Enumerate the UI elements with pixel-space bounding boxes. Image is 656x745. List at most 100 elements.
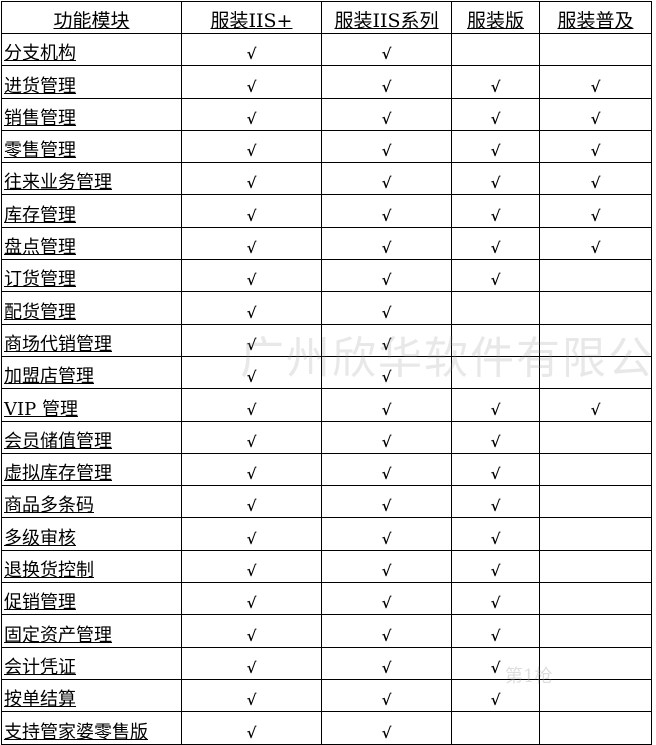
check-mark-icon: √ [451,678,540,713]
empty-cell [451,323,540,357]
feature-name: 固定资产管理 [1,614,182,648]
check-mark-icon: √ [321,582,452,616]
check-mark-icon: √ [181,549,322,584]
check-mark-icon: √ [181,646,322,680]
table-row: 商品多条码 √ √ √ [1,485,652,519]
check-mark-icon: √ [321,420,452,454]
header-apparel-edition: 服装版 [451,1,540,34]
header-feature-module: 功能模块 [1,1,182,34]
table-row: 分支机构 √ √ [1,32,652,67]
header-iis-series: 服装IIS系列 [321,1,452,34]
table-row: 支持管家婆零售版 √ √ [1,711,652,745]
empty-cell [539,646,652,680]
check-mark-icon: √ [321,517,452,551]
check-mark-icon: √ [321,32,452,67]
feature-name: 进货管理 [1,65,182,99]
check-mark-icon: √ [181,65,322,99]
check-mark-icon: √ [321,614,452,648]
table-row: 库存管理 √ √ √ √ [1,194,652,228]
feature-name: 销售管理 [1,97,182,131]
check-mark-icon: √ [451,646,540,680]
table-row: 往来业务管理 √ √ √ √ [1,162,652,196]
check-mark-icon: √ [539,65,652,99]
check-mark-icon: √ [451,65,540,99]
check-mark-icon: √ [181,162,322,196]
feature-name: 往来业务管理 [1,162,182,196]
check-mark-icon: √ [181,291,322,325]
empty-cell [539,485,652,519]
feature-name: 分支机构 [1,32,182,67]
check-mark-icon: √ [321,355,452,390]
table-row: 退换货控制 √ √ √ [1,549,652,584]
check-mark-icon: √ [321,485,452,519]
feature-name: 退换货控制 [1,549,182,584]
table-row: 进货管理 √ √ √ √ [1,65,652,99]
check-mark-icon: √ [181,323,322,357]
table-row: 订货管理 √ √ √ [1,259,652,293]
feature-name: VIP 管理 [1,388,182,422]
check-mark-icon: √ [181,420,322,454]
check-mark-icon: √ [451,614,540,648]
empty-cell [539,614,652,648]
check-mark-icon: √ [321,291,452,325]
check-mark-icon: √ [321,711,452,745]
header-apparel-basic: 服装普及 [539,1,652,34]
feature-name: 零售管理 [1,129,182,164]
feature-name: 多级审核 [1,517,182,551]
table-row: 虚拟库存管理 √ √ √ [1,452,652,487]
feature-name: 盘点管理 [1,226,182,261]
feature-name: 加盟店管理 [1,355,182,390]
check-mark-icon: √ [181,678,322,713]
table-row: 会员储值管理 √ √ √ [1,420,652,454]
check-mark-icon: √ [451,259,540,293]
check-mark-icon: √ [321,549,452,584]
check-mark-icon: √ [181,259,322,293]
check-mark-icon: √ [321,678,452,713]
check-mark-icon: √ [321,452,452,487]
check-mark-icon: √ [321,162,452,196]
check-mark-icon: √ [539,97,652,131]
feature-name: 商品多条码 [1,485,182,519]
check-mark-icon: √ [181,129,322,164]
check-mark-icon: √ [181,388,322,422]
table-row: 多级审核 √ √ √ [1,517,652,551]
feature-name: 支持管家婆零售版 [1,711,182,745]
check-mark-icon: √ [321,388,452,422]
check-mark-icon: √ [321,129,452,164]
check-mark-icon: √ [181,355,322,390]
empty-cell [451,711,540,745]
check-mark-icon: √ [451,517,540,551]
feature-name: 商场代销管理 [1,323,182,357]
check-mark-icon: √ [451,582,540,616]
table-row: VIP 管理 √ √ √ √ [1,388,652,422]
check-mark-icon: √ [451,226,540,261]
header-iis-plus: 服装IIS+ [181,1,322,34]
empty-cell [539,549,652,584]
check-mark-icon: √ [451,388,540,422]
feature-name: 促销管理 [1,582,182,616]
check-mark-icon: √ [181,226,322,261]
empty-cell [539,355,652,390]
check-mark-icon: √ [539,226,652,261]
check-mark-icon: √ [451,162,540,196]
check-mark-icon: √ [451,194,540,228]
empty-cell [539,582,652,616]
feature-name: 订货管理 [1,259,182,293]
table-row: 配货管理 √ √ [1,291,652,325]
check-mark-icon: √ [321,646,452,680]
empty-cell [539,32,652,67]
check-mark-icon: √ [181,194,322,228]
feature-name: 会员储值管理 [1,420,182,454]
check-mark-icon: √ [539,129,652,164]
feature-name: 按单结算 [1,678,182,713]
check-mark-icon: √ [181,32,322,67]
table-row: 零售管理 √ √ √ √ [1,129,652,164]
check-mark-icon: √ [451,97,540,131]
empty-cell [539,259,652,293]
check-mark-icon: √ [321,323,452,357]
check-mark-icon: √ [451,549,540,584]
check-mark-icon: √ [539,162,652,196]
table-row: 会计凭证 √ √ √ [1,646,652,680]
check-mark-icon: √ [321,226,452,261]
